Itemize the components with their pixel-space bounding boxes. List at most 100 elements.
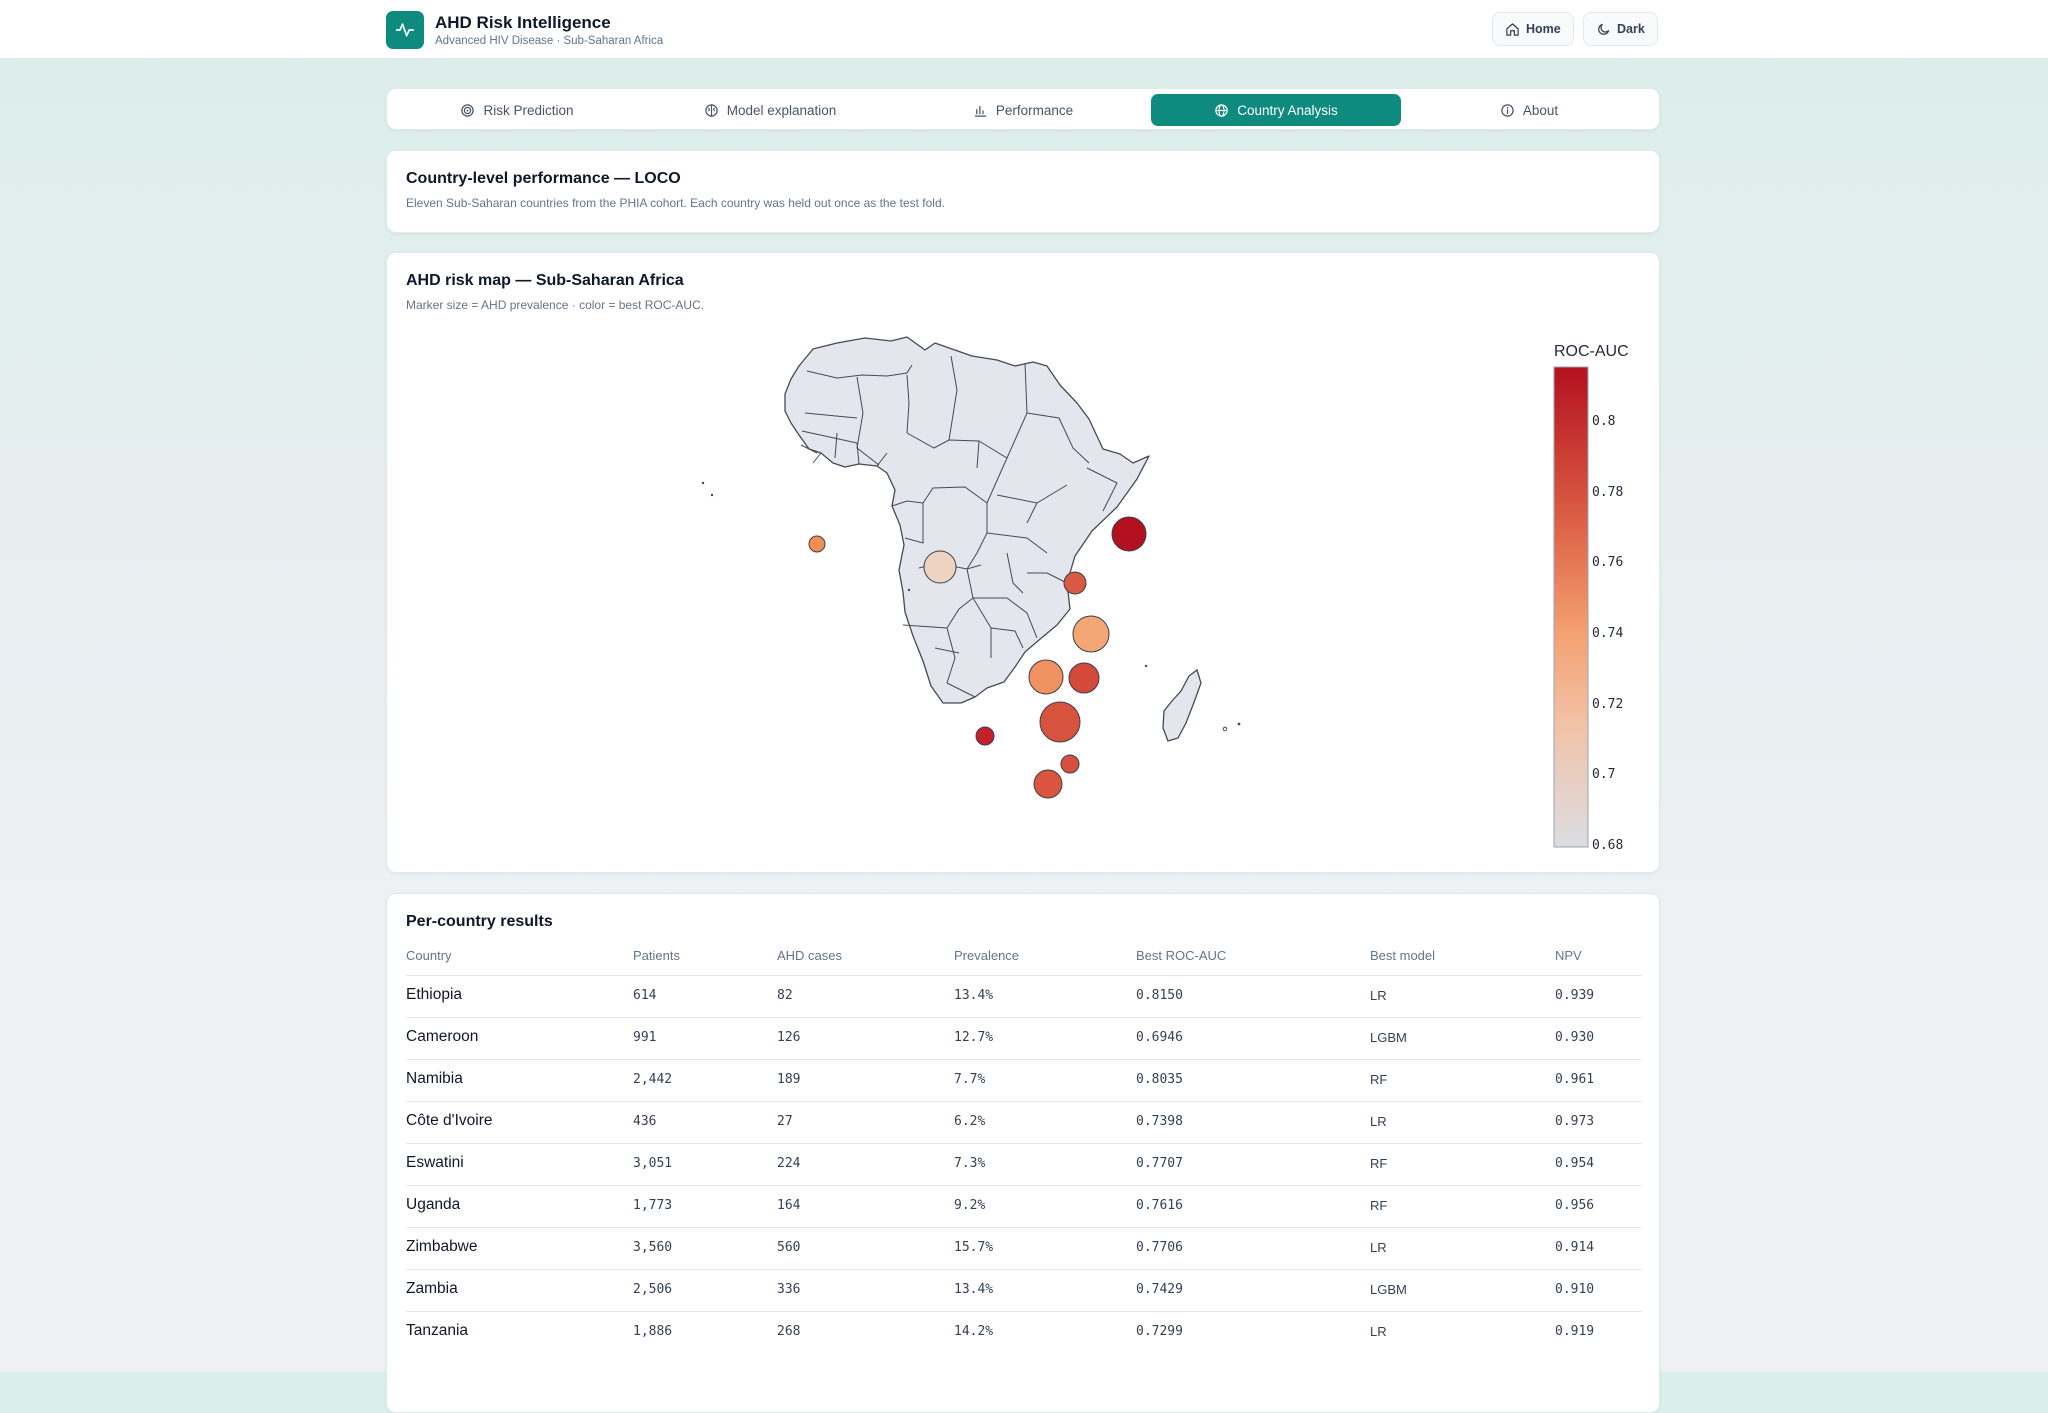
col-country[interactable]: Country bbox=[406, 948, 452, 963]
cell-patients: 1,886 bbox=[633, 1324, 673, 1339]
cell-prevalence: 13.4% bbox=[954, 988, 994, 1003]
table-row[interactable]: Côte d'Ivoire 436 27 6.2% 0.7398 LR 0.973 bbox=[406, 1101, 1642, 1143]
marker-lesotho[interactable] bbox=[1033, 769, 1063, 799]
cell-npv: 0.919 bbox=[1555, 1324, 1595, 1339]
table-row[interactable]: Tanzania 1,886 268 14.2% 0.7299 LR 0.919 bbox=[406, 1311, 1642, 1353]
app-subtitle: Advanced HIV Disease · Sub-Saharan Afric… bbox=[435, 35, 664, 47]
cell-best-roc-auc: 0.8150 bbox=[1136, 988, 1183, 1003]
marker-cameroon[interactable] bbox=[923, 550, 957, 584]
home-button[interactable]: Home bbox=[1492, 12, 1574, 46]
intro-title: Country-level performance — LOCO bbox=[406, 170, 681, 187]
cell-patients: 614 bbox=[633, 988, 657, 1003]
tab-label: Performance bbox=[995, 102, 1074, 118]
colorbar-tick: 0.76 bbox=[1592, 555, 1623, 570]
tab-risk-prediction[interactable]: Risk Prediction bbox=[392, 94, 642, 126]
prevalence-markers[interactable] bbox=[808, 516, 1147, 799]
col-best-model[interactable]: Best model bbox=[1370, 948, 1436, 963]
cell-npv: 0.961 bbox=[1555, 1072, 1595, 1087]
cell-best-roc-auc: 0.6946 bbox=[1136, 1030, 1183, 1045]
cell-country: Côte d'Ivoire bbox=[406, 1112, 493, 1129]
cell-ahd-cases: 560 bbox=[777, 1240, 801, 1255]
tab-label: Model explanation bbox=[726, 102, 837, 118]
cell-ahd-cases: 27 bbox=[777, 1114, 793, 1129]
top-bar: AHD Risk Intelligence Advanced HIV Disea… bbox=[0, 0, 2048, 59]
home-icon bbox=[1506, 22, 1519, 36]
marker-uganda[interactable] bbox=[1063, 571, 1087, 595]
marker-zimbabwe[interactable] bbox=[1039, 701, 1081, 743]
table-header: Country Patients AHD cases Prevalence Be… bbox=[387, 948, 1659, 968]
table-row[interactable]: Uganda 1,773 164 9.2% 0.7616 RF 0.956 bbox=[406, 1185, 1642, 1227]
cell-country: Uganda bbox=[406, 1196, 461, 1213]
col-ahd-cases[interactable]: AHD cases bbox=[777, 948, 843, 963]
cell-patients: 1,773 bbox=[633, 1198, 673, 1213]
cell-npv: 0.956 bbox=[1555, 1198, 1595, 1213]
colorbar-tick: 0.8 bbox=[1592, 414, 1615, 429]
cell-prevalence: 14.2% bbox=[954, 1324, 994, 1339]
colorbar-tick: 0.78 bbox=[1592, 485, 1623, 500]
madagascar-shape bbox=[1162, 668, 1202, 742]
dark-label: Dark bbox=[1617, 22, 1645, 36]
cell-npv: 0.914 bbox=[1555, 1240, 1595, 1255]
table-row[interactable]: Eswatini 3,051 224 7.3% 0.7707 RF 0.954 bbox=[406, 1143, 1642, 1185]
africa-map[interactable]: ROC-AUC 0.8 0.78 0.76 0.74 0.72 0.7 0.68 bbox=[387, 253, 1659, 872]
marker-eswatini[interactable] bbox=[1060, 754, 1080, 774]
cell-ahd-cases: 126 bbox=[777, 1030, 801, 1045]
cell-prevalence: 13.4% bbox=[954, 1282, 994, 1297]
tab-label: Risk Prediction bbox=[483, 102, 574, 118]
africa-landmass bbox=[784, 336, 1150, 704]
marker-ethiopia[interactable] bbox=[1111, 516, 1147, 552]
moon-icon bbox=[1598, 23, 1610, 35]
info-icon bbox=[1501, 103, 1514, 117]
intro-subtitle: Eleven Sub-Saharan countries from the PH… bbox=[406, 196, 945, 210]
cell-country: Namibia bbox=[406, 1070, 463, 1087]
cell-npv: 0.930 bbox=[1555, 1030, 1595, 1045]
cell-prevalence: 7.7% bbox=[954, 1072, 986, 1087]
marker-cote-divoire[interactable] bbox=[808, 535, 826, 553]
cell-best-model: RF bbox=[1370, 1072, 1388, 1087]
cell-patients: 2,506 bbox=[633, 1282, 673, 1297]
tab-model-explanation[interactable]: Model explanation bbox=[645, 94, 895, 126]
dark-mode-button[interactable]: Dark bbox=[1583, 12, 1658, 46]
table-row[interactable]: Namibia 2,442 189 7.7% 0.8035 RF 0.961 bbox=[406, 1059, 1642, 1101]
cell-country: Eswatini bbox=[406, 1154, 464, 1171]
cell-ahd-cases: 82 bbox=[777, 988, 793, 1003]
colorbar-tick: 0.68 bbox=[1592, 838, 1623, 853]
table-row[interactable]: Ethiopia 614 82 13.4% 0.8150 LR 0.939 bbox=[406, 975, 1642, 1017]
island-dot bbox=[1144, 664, 1148, 668]
table-row[interactable]: Zimbabwe 3,560 560 15.7% 0.7706 LR 0.914 bbox=[406, 1227, 1642, 1269]
cell-best-model: LR bbox=[1370, 1324, 1387, 1339]
tab-bar: Risk Prediction Model explanation Perfor… bbox=[386, 88, 1660, 130]
cell-country: Cameroon bbox=[406, 1028, 479, 1045]
col-npv[interactable]: NPV bbox=[1555, 948, 1582, 963]
table-row[interactable]: Cameroon 991 126 12.7% 0.6946 LGBM 0.930 bbox=[406, 1017, 1642, 1059]
tab-performance[interactable]: Performance bbox=[898, 94, 1148, 126]
colorbar bbox=[1553, 366, 1589, 848]
marker-namibia[interactable] bbox=[975, 726, 995, 746]
tab-country-analysis[interactable]: Country Analysis bbox=[1151, 94, 1401, 126]
col-best-roc-auc[interactable]: Best ROC-AUC bbox=[1136, 948, 1227, 963]
cell-best-roc-auc: 0.7299 bbox=[1136, 1324, 1183, 1339]
col-patients[interactable]: Patients bbox=[633, 948, 680, 963]
cell-country: Zimbabwe bbox=[406, 1238, 478, 1255]
island-dot bbox=[907, 588, 911, 592]
marker-malawi[interactable] bbox=[1068, 662, 1100, 694]
cell-best-model: LR bbox=[1370, 988, 1387, 1003]
cell-npv: 0.954 bbox=[1555, 1156, 1595, 1171]
cell-country: Tanzania bbox=[406, 1322, 469, 1339]
map-title: AHD risk map — Sub-Saharan Africa bbox=[406, 272, 684, 289]
island-dot bbox=[701, 481, 705, 485]
col-prevalence[interactable]: Prevalence bbox=[954, 948, 1020, 963]
cell-country: Zambia bbox=[406, 1280, 458, 1297]
table-row[interactable]: Zambia 2,506 336 13.4% 0.7429 LGBM 0.910 bbox=[406, 1269, 1642, 1311]
cell-country: Ethiopia bbox=[406, 986, 463, 1003]
map-card: AHD risk map — Sub-Saharan Africa Marker… bbox=[386, 252, 1660, 873]
tab-label: Country Analysis bbox=[1237, 102, 1338, 118]
marker-zambia[interactable] bbox=[1028, 659, 1064, 695]
tab-about[interactable]: About bbox=[1404, 94, 1654, 126]
tab-label: About bbox=[1522, 102, 1559, 118]
activity-logo-icon bbox=[386, 11, 424, 49]
target-icon bbox=[461, 103, 475, 117]
cell-prevalence: 12.7% bbox=[954, 1030, 994, 1045]
marker-tanzania[interactable] bbox=[1072, 615, 1110, 653]
cell-ahd-cases: 336 bbox=[777, 1282, 801, 1297]
